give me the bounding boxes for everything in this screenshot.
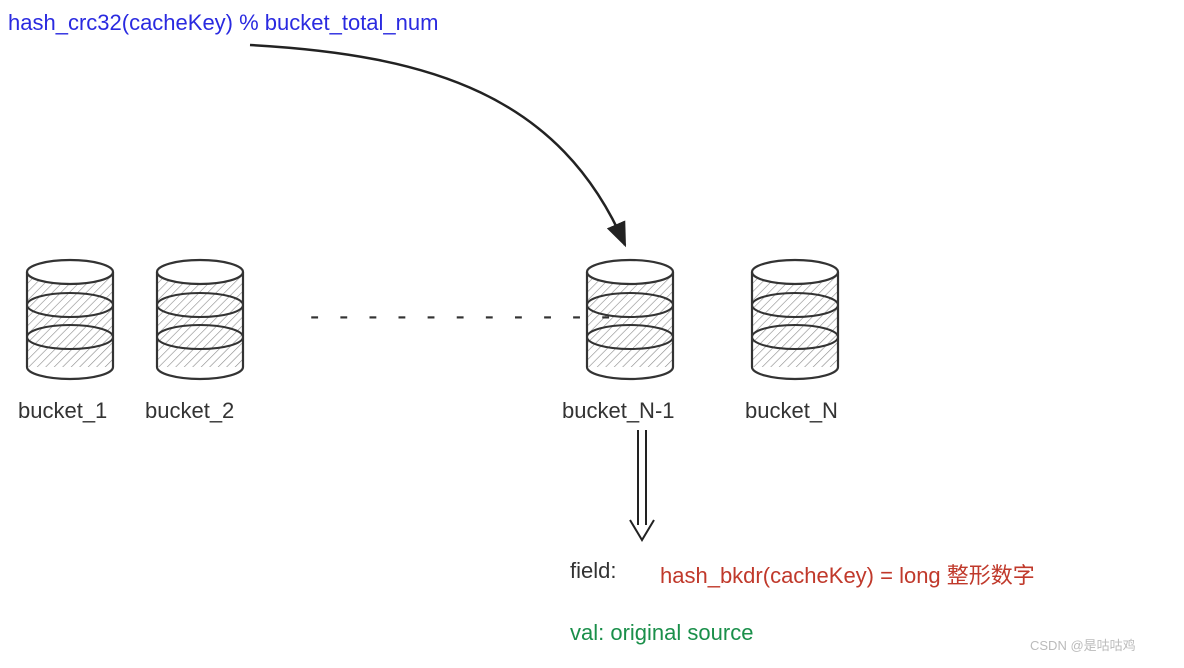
ellipsis-dots: - - - - - - - - - - - [310, 300, 616, 332]
bucket-2-shape [157, 260, 243, 379]
bucket-2-label: bucket_2 [145, 398, 234, 424]
arrow-to-bucket [250, 45, 625, 245]
bucket-1-label: bucket_1 [18, 398, 107, 424]
arrow-down-head [630, 520, 654, 540]
field-value: hash_bkdr(cacheKey) = long 整形数字 [660, 558, 1035, 590]
bucket-n-label: bucket_N [745, 398, 838, 424]
watermark-text: CSDN @是咕咕鸡 [1030, 635, 1136, 654]
val-label: val: original source [570, 620, 753, 646]
bucket-n-shape [752, 260, 838, 379]
field-label: field: [570, 558, 616, 584]
bucket-1-shape [27, 260, 113, 379]
bucket-nminus1-label: bucket_N-1 [562, 398, 675, 424]
